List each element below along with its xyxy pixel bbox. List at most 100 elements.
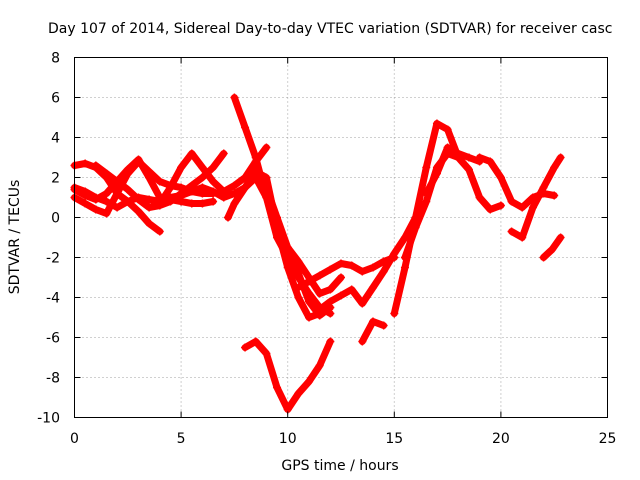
data-point — [251, 337, 260, 346]
data-point — [102, 209, 111, 218]
series-sat-13 — [358, 317, 388, 346]
data-point — [294, 293, 303, 302]
data-point — [209, 197, 218, 206]
data-point — [518, 233, 527, 242]
data-point — [507, 197, 516, 206]
y-tick-label: 0 — [51, 211, 60, 227]
y-tick-label: -6 — [46, 331, 60, 347]
data-point — [91, 195, 100, 204]
y-tick-label: -2 — [46, 251, 60, 267]
data-point — [241, 123, 250, 132]
data-point — [145, 219, 154, 228]
tick-layer: 0 5 10 15 20 25 -10 -8 -6 -4 -2 0 2 4 6 8 — [37, 51, 616, 448]
data-point — [113, 177, 122, 186]
data-point — [177, 189, 186, 198]
y-tick-label: -4 — [46, 291, 60, 307]
data-point — [145, 203, 154, 212]
plot-frame — [74, 57, 608, 418]
data-point — [198, 199, 207, 208]
data-point — [358, 299, 367, 308]
data-point — [219, 149, 228, 158]
data-point — [528, 203, 537, 212]
data-point — [283, 243, 292, 252]
data-point — [81, 199, 90, 208]
data-point — [241, 183, 250, 192]
data-point — [294, 283, 303, 292]
data-point — [358, 267, 367, 276]
data-point — [422, 197, 431, 206]
data-point — [556, 233, 565, 242]
data-point — [432, 169, 441, 178]
data-point — [209, 177, 218, 186]
data-point — [475, 193, 484, 202]
data-point — [550, 163, 559, 172]
data-point — [209, 163, 218, 172]
data-point — [539, 253, 548, 262]
data-point — [486, 157, 495, 166]
data-point — [166, 183, 175, 192]
data-point — [368, 317, 377, 326]
x-tick-label: 15 — [385, 431, 403, 447]
data-point — [305, 313, 314, 322]
data-point — [294, 257, 303, 266]
data-point — [454, 149, 463, 158]
data-point — [548, 245, 557, 254]
data-point — [177, 163, 186, 172]
series-track — [316, 214, 420, 313]
series-track — [294, 254, 398, 291]
data-point — [91, 161, 100, 170]
data-point — [422, 189, 431, 198]
series-sat-8 — [230, 93, 335, 320]
data-point — [81, 191, 90, 200]
data-point — [464, 153, 473, 162]
data-point — [134, 195, 143, 204]
data-point — [262, 349, 271, 358]
data-point — [432, 119, 441, 128]
data-point — [326, 265, 335, 274]
series-sat-12 — [241, 337, 335, 414]
series-sat-10 — [294, 253, 399, 292]
series-track — [401, 150, 505, 261]
data-point — [400, 233, 409, 242]
data-point — [556, 153, 565, 162]
data-point — [315, 289, 324, 298]
data-point — [273, 213, 282, 222]
data-point — [358, 337, 367, 346]
x-tick-label: 25 — [599, 431, 617, 447]
data-point — [443, 143, 452, 152]
data-point — [145, 195, 154, 204]
data-point — [224, 213, 233, 222]
data-point — [198, 189, 207, 198]
data-point — [315, 271, 324, 280]
data-point — [81, 159, 90, 168]
data-point — [496, 201, 505, 210]
data-point — [219, 187, 228, 196]
data-point — [187, 199, 196, 208]
data-point — [337, 291, 345, 300]
data-point — [305, 377, 314, 386]
data-point — [400, 263, 409, 272]
data-point — [145, 173, 154, 182]
data-point — [209, 189, 218, 198]
data-point — [134, 207, 143, 216]
data-point — [177, 197, 186, 206]
data-point — [486, 205, 495, 214]
y-tick-label: 2 — [51, 171, 60, 187]
series-layer — [70, 93, 565, 414]
data-point — [368, 283, 377, 292]
data-point — [273, 383, 282, 392]
x-tick-label: 20 — [492, 431, 510, 447]
data-point — [251, 153, 260, 162]
series-sat-9 — [262, 183, 345, 298]
data-point — [368, 263, 377, 272]
y-tick-label: 8 — [51, 51, 60, 67]
data-point — [347, 285, 356, 294]
x-tick-label: 0 — [70, 431, 79, 447]
data-point — [379, 267, 388, 276]
series-sat-6 — [155, 143, 271, 208]
data-point — [315, 305, 324, 314]
data-point — [315, 361, 324, 370]
data-point — [198, 173, 207, 182]
data-point — [294, 389, 303, 398]
data-point — [155, 227, 164, 236]
